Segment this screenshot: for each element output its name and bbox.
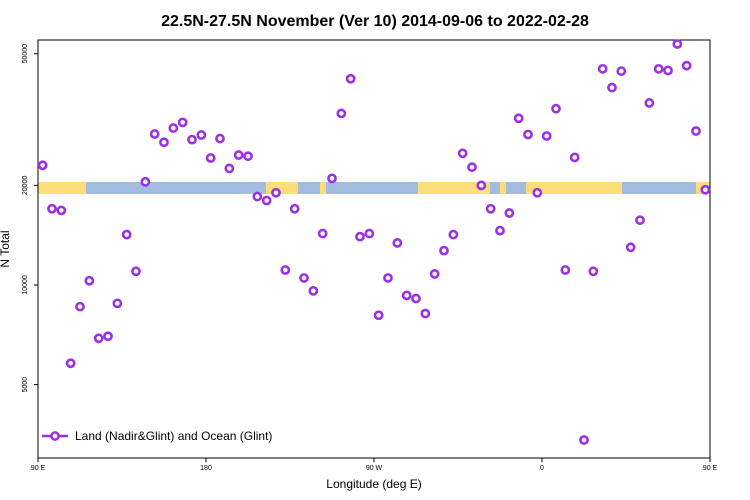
x-tick-label: 90 E xyxy=(703,465,718,472)
data-point xyxy=(271,187,281,198)
x-tick-label: 180 xyxy=(200,465,212,472)
legend: Land (Nadir&Glint) and Ocean (Glint) xyxy=(42,429,272,443)
data-point xyxy=(373,310,384,321)
y-axis-ticks: 5000 10000 20000 50000 xyxy=(22,44,38,393)
data-point xyxy=(121,229,132,240)
data-point xyxy=(355,231,365,242)
data-point xyxy=(205,153,216,163)
data-point xyxy=(569,152,580,163)
land-patch xyxy=(38,182,86,194)
data-point xyxy=(448,229,459,240)
data-point xyxy=(429,269,440,279)
data-point xyxy=(177,117,188,128)
y-tick-label: 10000 xyxy=(22,275,29,295)
data-point xyxy=(532,187,543,198)
data-point xyxy=(513,113,524,124)
data-point xyxy=(56,205,67,216)
data-point xyxy=(149,129,160,139)
land-patch xyxy=(266,182,298,194)
data-point xyxy=(131,266,141,277)
data-point xyxy=(681,60,692,71)
plot-frame xyxy=(37,39,711,459)
data-point xyxy=(644,98,655,108)
data-point xyxy=(700,184,711,195)
x-axis-ticks: 90 E 180 90 W 0 90 E xyxy=(31,458,718,472)
data-point xyxy=(280,265,291,275)
data-point xyxy=(420,308,431,319)
y-axis-label: N Total xyxy=(0,230,12,267)
data-point xyxy=(47,203,57,214)
data-point xyxy=(65,358,76,369)
x-tick-label: 90 W xyxy=(366,465,383,472)
data-point xyxy=(691,126,701,136)
data-point xyxy=(523,129,533,140)
data-point xyxy=(168,123,179,133)
chart-title: 22.5N-27.5N November (Ver 10) 2014-09-06… xyxy=(161,13,589,30)
x-tick-label: 0 xyxy=(540,465,544,472)
y-tick-label: 50000 xyxy=(22,44,29,64)
y-tick-label: 20000 xyxy=(22,176,29,196)
data-point xyxy=(364,228,375,239)
data-point xyxy=(93,333,104,344)
data-point xyxy=(187,134,197,145)
data-point xyxy=(579,435,589,445)
data-point xyxy=(560,265,571,275)
data-point xyxy=(299,273,309,283)
data-point xyxy=(653,63,664,74)
data-point xyxy=(495,225,505,236)
background-land-ocean-band xyxy=(38,182,710,194)
data-point xyxy=(551,103,561,114)
data-point xyxy=(541,131,552,141)
data-point xyxy=(103,331,113,342)
data-point xyxy=(252,191,263,202)
data-point xyxy=(625,242,636,253)
land-patch xyxy=(526,182,622,194)
data-point xyxy=(84,275,95,286)
data-point xyxy=(345,73,356,84)
data-point xyxy=(224,163,235,174)
data-point xyxy=(672,39,683,49)
data-point xyxy=(457,148,468,159)
data-point xyxy=(597,63,608,74)
data-point xyxy=(261,195,272,206)
data-point xyxy=(308,285,319,296)
data-point xyxy=(607,82,617,93)
data-point xyxy=(196,130,207,140)
legend-circle-marker xyxy=(50,431,60,441)
data-point xyxy=(392,238,403,248)
data-point xyxy=(411,293,421,304)
data-point xyxy=(317,228,328,239)
data-point xyxy=(439,245,449,256)
data-point xyxy=(588,266,599,277)
data-point xyxy=(233,150,244,160)
data-points xyxy=(37,39,711,445)
data-point xyxy=(37,160,48,171)
data-point xyxy=(327,173,337,184)
data-point xyxy=(401,290,412,301)
data-point xyxy=(159,137,169,148)
data-point xyxy=(140,176,151,187)
data-point xyxy=(112,298,123,309)
data-point xyxy=(289,203,300,214)
data-point xyxy=(215,133,225,144)
data-point xyxy=(383,273,393,283)
data-point xyxy=(243,151,253,162)
data-point xyxy=(616,66,627,76)
y-tick-label: 5000 xyxy=(22,377,29,393)
data-point xyxy=(635,215,645,226)
x-tick-label: 90 E xyxy=(31,465,46,472)
x-axis-label: Longitude (deg E) xyxy=(326,477,421,491)
land-patch xyxy=(418,182,490,194)
data-point xyxy=(336,108,347,119)
data-point xyxy=(467,162,477,173)
legend-entry-label: Land (Nadir&Glint) and Ocean (Glint) xyxy=(75,429,272,443)
data-point xyxy=(504,208,515,218)
data-point xyxy=(485,203,496,214)
data-point xyxy=(75,301,85,312)
data-point xyxy=(663,65,673,76)
land-patch xyxy=(320,182,326,194)
data-point xyxy=(476,180,487,191)
land-patch xyxy=(500,182,506,194)
